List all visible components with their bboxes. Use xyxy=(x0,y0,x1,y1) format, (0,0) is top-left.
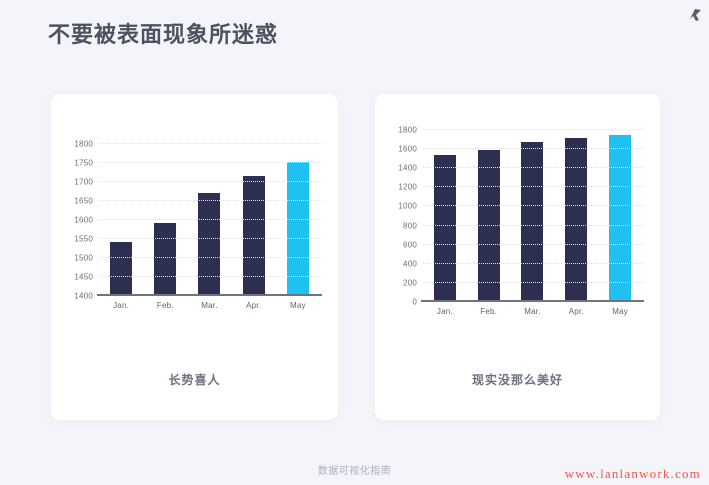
x-axis-tick-label: Apr. xyxy=(246,301,262,310)
chart-caption-left: 长势喜人 xyxy=(168,373,221,387)
bar-group-left: Jan. Feb. Mar. Apr. May xyxy=(99,130,320,310)
cursor-arrow-icon xyxy=(690,9,701,21)
x-axis-tick-label: May xyxy=(612,307,628,316)
x-axis-line-right xyxy=(421,300,644,302)
bar[interactable] xyxy=(154,222,177,294)
y-axis-tick-label: 600 xyxy=(403,240,417,250)
y-axis-tick-label: 0 xyxy=(412,297,417,307)
bar-slot: Apr. xyxy=(234,130,274,310)
y-axis-tick-label: 1600 xyxy=(74,215,93,225)
y-axis-tick-label: 1750 xyxy=(74,158,93,168)
bar-slot: Jan. xyxy=(101,130,141,310)
x-axis-tick-label: Feb. xyxy=(480,307,498,316)
bar-slot: May xyxy=(600,116,639,316)
x-axis-tick-label: Apr. xyxy=(568,307,584,316)
bar-slot: Jan. xyxy=(425,116,464,316)
gridline: 1000 xyxy=(398,202,644,211)
bar-group-right: Jan. Feb. Mar. Apr. May xyxy=(423,116,642,316)
gridline: 200 xyxy=(403,278,644,287)
x-axis-tick-label: Jan. xyxy=(436,307,453,316)
gridline: 1600 xyxy=(398,145,644,154)
y-axis-tick-label: 200 xyxy=(403,278,417,288)
x-axis-line-left xyxy=(97,294,322,296)
x-axis-tick-label: May xyxy=(289,301,306,310)
bar[interactable] xyxy=(242,175,265,294)
x-axis-tick-label: Feb. xyxy=(156,301,174,310)
y-axis-tick-label: 800 xyxy=(403,221,417,231)
bar-slot: Mar. xyxy=(513,116,552,316)
chart-truncated-axis: Jan. Feb. Mar. Apr. May 1400 1450 1500 1550 1600… xyxy=(51,136,338,358)
plot-area-right: Jan. Feb. Mar. Apr. May 0 200 400 600 800 1000 120… xyxy=(398,126,644,316)
gridline: 1700 xyxy=(74,178,322,187)
y-axis-tick-label: 1650 xyxy=(74,196,93,206)
gridline: 1750 xyxy=(74,159,322,168)
y-axis-tick-label: 1800 xyxy=(398,125,417,135)
site-watermark: www.lanlanwork.com xyxy=(564,466,701,481)
x-axis-tick-label: Mar. xyxy=(201,301,218,310)
gridline: 1800 xyxy=(74,140,322,149)
bar[interactable] xyxy=(198,192,221,294)
gridline: 1800 xyxy=(398,126,644,135)
gridline: 1450 xyxy=(74,273,322,282)
page-title: 不要被表面现象所迷惑 xyxy=(48,22,279,47)
chart-card-right[interactable]: Jan. Feb. Mar. Apr. May 0 200 400 600 800 1000 120… xyxy=(375,94,660,420)
gridline: 1400 xyxy=(398,164,644,173)
gridline: 400 xyxy=(403,259,644,268)
chart-caption-right: 现实没那么美好 xyxy=(471,373,563,387)
bar[interactable] xyxy=(433,154,456,300)
bar[interactable] xyxy=(521,142,544,300)
y-axis-tick-label: 1550 xyxy=(74,234,93,244)
y-axis-tick-label: 1450 xyxy=(74,272,93,282)
y-axis-tick-label: 1800 xyxy=(74,139,93,149)
bar[interactable] xyxy=(565,138,588,300)
bar[interactable] xyxy=(110,241,133,294)
chart-zero-baseline: Jan. Feb. Mar. Apr. May 0 200 400 600 800 1000 120… xyxy=(375,122,660,360)
x-axis-tick-label: Jan. xyxy=(113,301,130,310)
y-axis-tick-label: 1500 xyxy=(74,253,93,263)
gridline: 1650 xyxy=(74,197,322,206)
x-axis-tick-label: Mar. xyxy=(524,307,541,316)
y-axis-tick-label: 1400 xyxy=(74,291,93,301)
gridline: 1550 xyxy=(74,235,322,244)
gridline: 800 xyxy=(403,221,644,230)
y-axis-tick-label: 400 xyxy=(403,259,417,269)
bar-slot: Feb. xyxy=(469,116,508,316)
y-axis-tick-label: 1700 xyxy=(74,177,93,187)
charts-area: Jan. Feb. Mar. Apr. May 1400 1450 1500 1550 1600… xyxy=(0,94,709,438)
bar-slot: Mar. xyxy=(190,130,230,310)
gridline: 1500 xyxy=(74,254,322,263)
y-axis-tick-label: 1000 xyxy=(398,201,417,211)
bar-highlighted[interactable] xyxy=(609,134,632,300)
y-axis-tick-label: 1600 xyxy=(398,144,417,154)
y-axis-tick-label: 1400 xyxy=(398,163,417,173)
gridline: 600 xyxy=(403,240,644,249)
gridline: 1600 xyxy=(74,216,322,225)
y-axis-tick-label: 1200 xyxy=(398,182,417,192)
gridline: 1200 xyxy=(398,183,644,192)
bar-slot: Feb. xyxy=(145,130,185,310)
bar-slot: May xyxy=(278,130,318,310)
plot-area-left: Jan. Feb. Mar. Apr. May 1400 1450 1500 1550 1600… xyxy=(74,140,322,310)
bar-slot: Apr. xyxy=(557,116,596,316)
footer-note: 数据可视化指南 xyxy=(317,466,392,477)
bar-highlighted[interactable] xyxy=(286,162,309,294)
chart-card-left[interactable]: Jan. Feb. Mar. Apr. May 1400 1450 1500 1550 1600… xyxy=(51,94,338,420)
